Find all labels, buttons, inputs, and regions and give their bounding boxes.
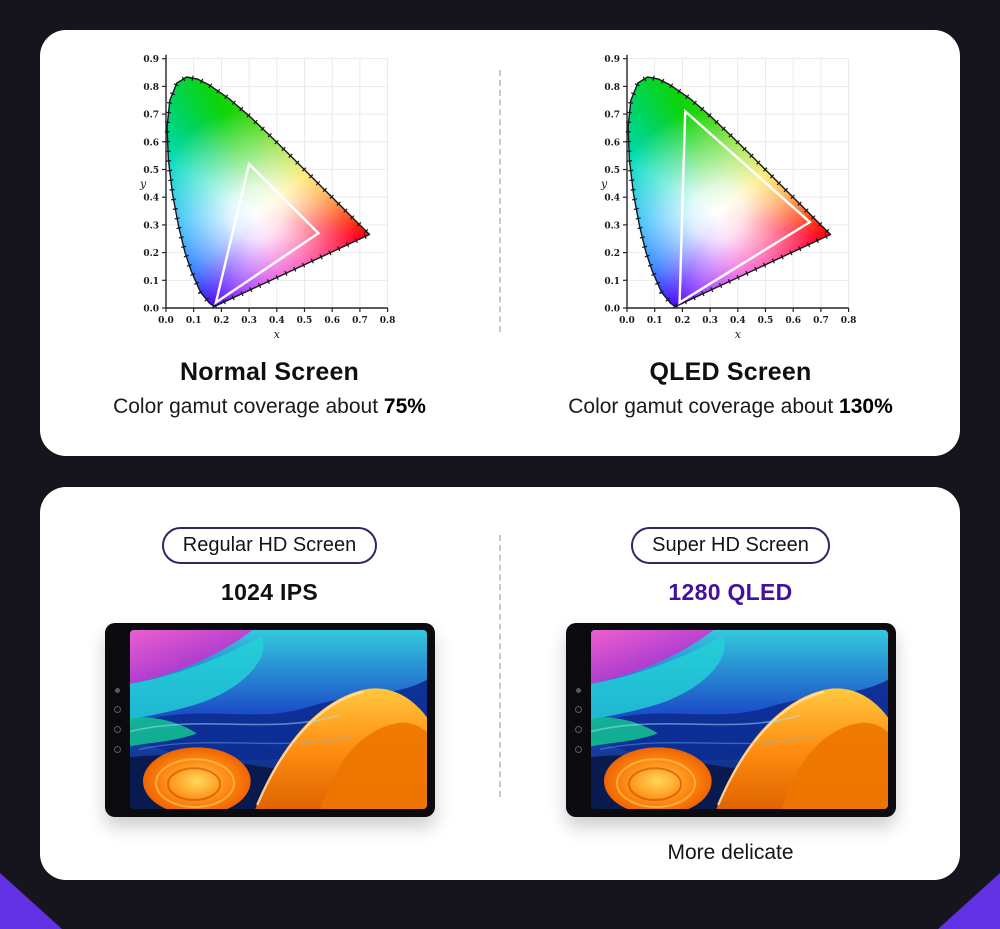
device-side-buttons (105, 623, 130, 817)
svg-text:0.1: 0.1 (185, 316, 201, 326)
volume-icon (574, 745, 582, 753)
svg-text:0.1: 0.1 (143, 277, 159, 287)
svg-text:0.2: 0.2 (604, 249, 620, 259)
svg-text:0.9: 0.9 (143, 55, 159, 65)
svg-text:0.0: 0.0 (158, 316, 174, 326)
svg-text:x: x (734, 328, 741, 341)
svg-text:0.2: 0.2 (674, 316, 690, 326)
dashed-divider-top (499, 70, 501, 332)
svg-text:0.5: 0.5 (143, 166, 159, 176)
svg-text:0.6: 0.6 (785, 316, 801, 326)
svg-text:0.6: 0.6 (604, 138, 620, 148)
svg-text:0.7: 0.7 (604, 111, 620, 121)
svg-text:0.3: 0.3 (143, 221, 159, 231)
svg-text:0.0: 0.0 (143, 305, 159, 315)
home-icon (113, 725, 121, 733)
power-icon (574, 705, 582, 713)
svg-text:0.5: 0.5 (296, 316, 312, 326)
normal-screen-title: Normal Screen (179, 358, 360, 386)
svg-text:0.0: 0.0 (604, 305, 620, 315)
normal-screen-subtitle: Color gamut coverage about 75% (113, 395, 426, 419)
svg-text:0.8: 0.8 (840, 316, 856, 326)
svg-text:x: x (273, 328, 280, 341)
coverage-value: 75% (383, 395, 426, 418)
svg-text:0.9: 0.9 (604, 55, 620, 65)
wallpaper-art (590, 630, 888, 809)
svg-text:0.3: 0.3 (604, 221, 620, 231)
device-screen (590, 630, 888, 809)
svg-text:0.4: 0.4 (729, 316, 745, 326)
svg-text:0.4: 0.4 (604, 194, 620, 204)
svg-text:0.1: 0.1 (604, 277, 620, 287)
svg-text:0.5: 0.5 (757, 316, 773, 326)
device-side-buttons (566, 623, 591, 817)
svg-text:0.2: 0.2 (213, 316, 229, 326)
corner-accent-bottom-right (938, 873, 1000, 929)
subtitle-text: Color gamut coverage about (568, 395, 840, 418)
svg-text:0.1: 0.1 (646, 316, 662, 326)
svg-text:0.8: 0.8 (604, 83, 620, 93)
svg-text:0.7: 0.7 (352, 316, 368, 326)
regular-hd-badge: Regular HD Screen (161, 527, 378, 564)
svg-text:0.2: 0.2 (143, 249, 159, 259)
qled-screen-title: QLED Screen (649, 358, 812, 386)
qled-chromaticity-diagram: 0.0 0.1 0.2 0.3 0.4 0.5 0.6 0.7 0.8 0.0 0.1 0.2 0.3 0… (581, 42, 881, 344)
svg-text:0.3: 0.3 (241, 316, 257, 326)
svg-text:0.7: 0.7 (813, 316, 829, 326)
super-hd-badge: Super HD Screen (631, 527, 830, 564)
svg-text:0.7: 0.7 (143, 111, 159, 121)
gamut-comparison-card: 0.0 0.1 0.2 0.3 0.4 0.5 0.6 0.7 0.8 0.0 0.1 0.2 0.3 0… (40, 30, 960, 456)
normal-chromaticity-diagram: 0.0 0.1 0.2 0.3 0.4 0.5 0.6 0.7 0.8 0.0 0.1 0.2 0.3 0… (120, 42, 420, 344)
dashed-divider-bottom (499, 535, 501, 797)
left-resolution: 1024 IPS (220, 579, 319, 605)
right-resolution: 1280 QLED (668, 579, 793, 605)
car-stereo-device-right (565, 623, 896, 817)
more-delicate-note: More delicate (667, 841, 794, 864)
svg-text:0.8: 0.8 (143, 83, 159, 93)
super-hd-panel: Super HD Screen 1280 QLED More delicate (501, 487, 960, 880)
svg-text:0.6: 0.6 (143, 138, 159, 148)
coverage-value: 130% (839, 395, 893, 418)
svg-text:y: y (139, 177, 147, 190)
svg-text:0.3: 0.3 (702, 316, 718, 326)
normal-screen-panel: 0.0 0.1 0.2 0.3 0.4 0.5 0.6 0.7 0.8 0.0 0.1 0.2 0.3 0… (40, 30, 499, 456)
svg-text:0.4: 0.4 (268, 316, 284, 326)
wallpaper-art (129, 630, 427, 809)
volume-icon (113, 745, 121, 753)
screen-comparison-card: Regular HD Screen 1024 IPS Super HD Scre… (40, 487, 960, 880)
camera-icon (114, 687, 120, 693)
svg-text:0.6: 0.6 (324, 316, 340, 326)
home-icon (574, 725, 582, 733)
svg-text:0.5: 0.5 (604, 166, 620, 176)
qled-screen-panel: 0.0 0.1 0.2 0.3 0.4 0.5 0.6 0.7 0.8 0.0 0.1 0.2 0.3 0… (501, 30, 960, 456)
car-stereo-device-left (104, 623, 435, 817)
power-icon (113, 705, 121, 713)
svg-text:y: y (600, 177, 608, 190)
regular-hd-panel: Regular HD Screen 1024 IPS (40, 487, 499, 880)
svg-text:0.8: 0.8 (379, 316, 395, 326)
subtitle-text: Color gamut coverage about (113, 395, 384, 418)
qled-screen-subtitle: Color gamut coverage about 130% (568, 395, 893, 419)
svg-text:0.0: 0.0 (619, 316, 635, 326)
camera-icon (575, 687, 581, 693)
device-screen (129, 630, 427, 809)
svg-text:0.4: 0.4 (143, 194, 159, 204)
corner-accent-bottom-left (0, 873, 62, 929)
